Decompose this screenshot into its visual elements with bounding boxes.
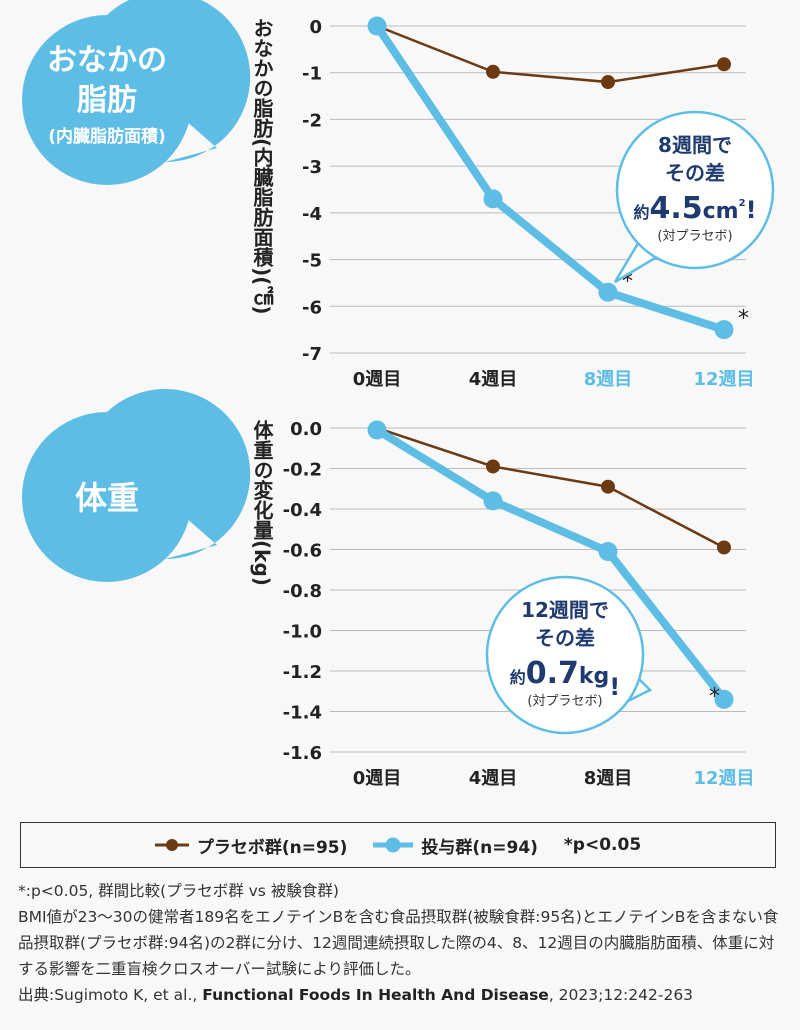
footnote-study: BMI値が23〜30の健常者189名をエノテインBを含む食品摂取群(被験食群:9… — [18, 908, 779, 978]
legend: プラセボ群(n=95) 投与群(n=94) *p<0.05 — [20, 822, 776, 868]
treatment-line — [374, 426, 728, 702]
callout-line2: その差 — [665, 161, 725, 185]
badge-line: おなかの — [47, 43, 167, 78]
callout-line1: 12週間で — [521, 598, 609, 622]
treatment-point — [483, 189, 503, 209]
y-tick-label: -0.6 — [283, 541, 322, 562]
footnote-source: 出典:Sugimoto K, et al., Functional Foods … — [18, 982, 788, 1008]
x-tick-label: 4週目 — [469, 369, 518, 390]
callout-fill — [489, 579, 641, 731]
placebo-point — [601, 75, 615, 90]
y-tick-label: -0.2 — [283, 460, 322, 481]
y-tick-label: -1 — [302, 64, 322, 85]
y-tick-label: -6 — [302, 297, 322, 318]
significance-mark: * — [709, 684, 720, 709]
callout-value: 約0.7kg! — [510, 656, 621, 701]
y-tick-label: -1.4 — [283, 703, 322, 724]
legend-treatment: 投与群(n=94) — [373, 833, 538, 858]
callout-note: (対プラセボ) — [657, 229, 732, 244]
y-tick-label: 0.0 — [290, 419, 322, 440]
legend-treatment-label: 投与群(n=94) — [421, 837, 538, 858]
significance-mark: * — [738, 307, 749, 332]
y-tick-label: -3 — [302, 157, 322, 178]
badge-circle — [22, 15, 192, 185]
legend-significance: *p<0.05 — [563, 835, 642, 855]
placebo-point — [601, 479, 615, 494]
source-journal: Functional Foods In Health And Disease — [202, 986, 549, 1004]
callout-line2: その差 — [535, 626, 595, 650]
badge-line: (内臓脂肪面積) — [48, 126, 166, 147]
x-tick-label: 12週目 — [693, 768, 754, 789]
footnote-significance: *:p<0.05, 群間比較(プラセボ群 vs 被験食群) — [18, 882, 339, 900]
treatment-line — [373, 23, 726, 334]
legend-placebo-label: プラセボ群(n=95) — [196, 837, 348, 858]
callout-note: (対プラセボ) — [527, 694, 602, 709]
y-axis-label: 体重の変化量(kg) — [250, 419, 274, 586]
y-tick-label: -2 — [302, 110, 322, 131]
placebo-marker-icon — [154, 839, 189, 851]
y-tick-label: -4 — [302, 204, 322, 225]
treatment-point — [598, 542, 618, 562]
significance-mark: * — [622, 269, 633, 294]
y-tick-label: -5 — [302, 251, 322, 272]
charts: おなかの脂肪 (内臓脂肪面積) おなかの脂肪(内臓脂肪面積)(㎠) 0 -1 -2 -3 -4… — [22, 0, 775, 789]
y-tick-label: -1.0 — [283, 622, 322, 643]
legend-placebo: プラセボ群(n=95) — [154, 833, 348, 858]
y-tick-label: -0.4 — [283, 500, 322, 521]
treatment-marker-icon — [373, 837, 414, 853]
placebo-line — [376, 426, 725, 549]
treatment-point — [483, 491, 503, 511]
source-authors: 出典:Sugimoto K, et al., — [18, 986, 203, 1004]
placebo-point — [717, 57, 731, 72]
x-tick-label: 0週目 — [353, 369, 402, 390]
badge-circle — [22, 412, 192, 582]
y-tick-label: -0.8 — [283, 581, 322, 602]
treatment-point — [714, 320, 734, 340]
y-tick-label: -7 — [302, 344, 322, 365]
y-axis-label: おなかの脂肪(内臓脂肪面積)(㎠) — [250, 18, 274, 315]
footnotes: *:p<0.05, 群間比較(プラセボ群 vs 被験食群) BMI値が23〜30… — [18, 878, 788, 1008]
badge-line: 脂肪 — [77, 83, 137, 118]
treatment-point — [714, 689, 734, 709]
treatment-point — [598, 282, 618, 302]
treatment-point — [367, 16, 387, 36]
y-tick-label: 0 — [309, 17, 322, 38]
placebo-point — [486, 64, 500, 79]
callout-value: 約4.5cm2! — [633, 191, 756, 226]
x-tick-label: 12週目 — [693, 369, 754, 390]
placebo-line — [376, 24, 725, 84]
callout-fill — [619, 114, 771, 266]
x-tick-label: 4週目 — [469, 768, 518, 789]
x-tick-label: 0週目 — [353, 768, 402, 789]
placebo-point — [717, 540, 731, 555]
source-citation: , 2023;12:242-263 — [548, 986, 694, 1004]
callout-line1: 8週間で — [658, 133, 732, 157]
y-tick-label: -1.2 — [283, 662, 322, 683]
y-tick-label: -1.6 — [283, 743, 322, 764]
badge-line: 体重 — [75, 479, 139, 517]
x-tick-label: 8週目 — [584, 369, 633, 390]
treatment-point — [367, 420, 387, 440]
placebo-point — [486, 459, 500, 474]
x-tick-label: 8週目 — [584, 768, 633, 789]
